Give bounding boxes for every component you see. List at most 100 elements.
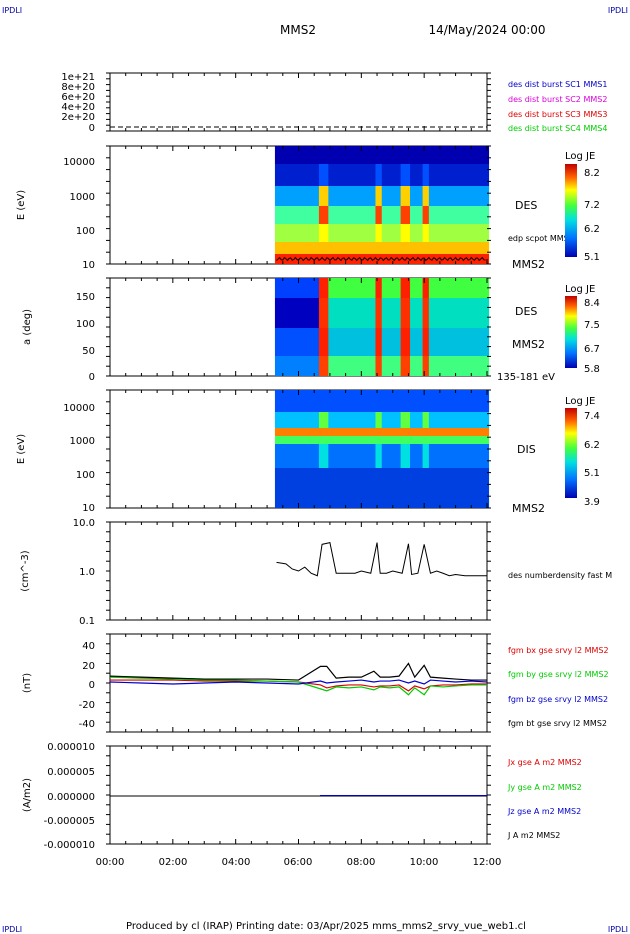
des-pa-cell: [356, 356, 361, 376]
dis-e-cell: [403, 444, 408, 468]
dis-e-cell: [428, 428, 433, 436]
des-e-cell: [394, 206, 398, 224]
des-e-cell: [432, 224, 436, 242]
des-pa-cell: [300, 298, 304, 328]
dis-e-cell: [438, 444, 442, 468]
des-e-cell: [406, 206, 411, 224]
des-e-cell: [397, 206, 402, 224]
dis-e-cell: [463, 468, 468, 508]
dis-e-cell: [318, 412, 323, 428]
des-e-cell: [479, 164, 483, 186]
des-pa-colorbar: [565, 296, 577, 368]
des-e-cell: [391, 224, 395, 242]
des-e-cell: [447, 186, 452, 206]
dis-e-cell: [454, 390, 458, 412]
des-e-cell: [328, 186, 332, 206]
des-e-cell: [290, 206, 295, 224]
des-e-cell: [340, 206, 345, 224]
dis-e-cell: [287, 444, 292, 468]
des-e-cell: [435, 206, 439, 224]
des-pa-cell: [450, 298, 455, 328]
des-pa-cell: [400, 278, 405, 298]
des-e-cell: [482, 146, 486, 164]
dis-e-cell: [447, 390, 452, 412]
dis-e-cell: [432, 468, 436, 508]
bfield-series-3: [109, 662, 487, 681]
dis-e-cell: [406, 444, 411, 468]
dis-e-cell: [344, 390, 348, 412]
des-e-cell: [362, 186, 367, 206]
dis-e-cell: [450, 428, 455, 436]
des-e-cell: [476, 242, 480, 254]
des-e-cell: [432, 206, 436, 224]
des-pa-cell: [328, 278, 332, 298]
corner-label-tl: IPDLI: [2, 6, 22, 15]
des-pa-cell: [400, 328, 405, 356]
des-e-cell: [337, 224, 342, 242]
dis-e-cell: [353, 444, 358, 468]
des-pa-cell: [328, 298, 332, 328]
des-e-cell: [428, 146, 433, 164]
des-pa-cell: [413, 328, 417, 356]
dis-e-cell: [353, 468, 358, 508]
des-pa-cell: [419, 356, 424, 376]
dis-e-cell: [406, 412, 411, 428]
des-e-cell: [293, 206, 298, 224]
des-e-cell: [328, 206, 332, 224]
des-pa-cell: [460, 328, 464, 356]
des-pa-cell: [347, 278, 351, 298]
des-pa-cell: [447, 356, 452, 376]
dis-e-cell: [394, 412, 398, 428]
dis-e-cell: [340, 390, 345, 412]
b-legend-bx: fgm bx gse srvy l2 MMS2: [508, 646, 609, 655]
des-e-cell: [300, 186, 304, 206]
j-ytick-5: -0.000010: [44, 840, 95, 851]
des-pa-cell: [287, 328, 292, 356]
des-e-cell: [356, 164, 361, 186]
des-e-cell: [397, 242, 402, 254]
des-pa-cell: [366, 298, 370, 328]
des-e-cell: [369, 224, 373, 242]
des-e-cell: [435, 242, 439, 254]
des-e-cell: [322, 206, 326, 224]
des-pa-cell: [325, 328, 329, 356]
des-pa-cell: [388, 328, 392, 356]
dis-e-cell: [413, 444, 417, 468]
dis-e-cell: [391, 436, 395, 444]
des-e-cell: [278, 254, 282, 264]
des-pa-cell: [325, 278, 329, 298]
spacecraft-title: MMS2: [280, 23, 316, 37]
dis-e-cell: [290, 390, 295, 412]
dis-e-cell: [469, 390, 474, 412]
dis-e-cell: [479, 390, 483, 412]
dis-e-cell: [356, 436, 361, 444]
dis-e-cell: [362, 428, 367, 436]
des-e-cell: [419, 164, 424, 186]
dis-e-cell: [472, 412, 477, 428]
dis-e-cell: [303, 436, 307, 444]
des-e-cell: [372, 242, 376, 254]
des-e-cell: [447, 146, 452, 164]
dis-e-cell: [472, 428, 477, 436]
bfield-series-1: [109, 676, 487, 696]
panel-current: 0.000010 0.000005 0.000000 -0.000005 -0.…: [22, 742, 582, 851]
des-pa-cell: [312, 298, 317, 328]
des-pa-cell: [384, 356, 389, 376]
des-e-cell: [441, 224, 446, 242]
des-e-cell: [428, 242, 433, 254]
des-e-cell: [331, 206, 336, 224]
des-e-cell: [293, 146, 298, 164]
dis-e-cell: [454, 428, 458, 436]
des-e-cell: [454, 206, 458, 224]
des-e-cell: [413, 206, 417, 224]
dis-e-cell: [366, 428, 370, 436]
dis-e-cell: [419, 428, 424, 436]
des-e-cell: [290, 224, 295, 242]
des-pa-cell: [353, 298, 358, 328]
des-pa-cb-tick-2: 7.5: [584, 320, 600, 331]
des-e-cell: [469, 164, 474, 186]
dis-e-cell: [347, 468, 351, 508]
des-pa-cell: [469, 356, 474, 376]
des-pa-cell: [381, 328, 386, 356]
dis-e-cell: [325, 390, 329, 412]
